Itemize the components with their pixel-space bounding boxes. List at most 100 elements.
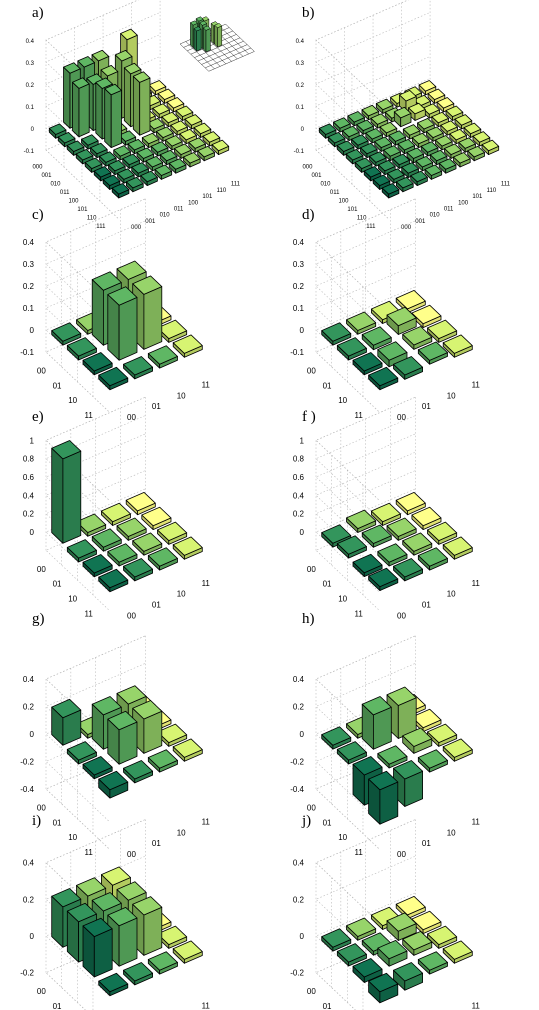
floor-tile [57, 131, 76, 148]
bar-top-face [402, 124, 421, 136]
floor-tile [336, 741, 367, 765]
bar-front-face [139, 77, 151, 136]
bar-top-face [156, 126, 174, 139]
bar-top-face [101, 502, 131, 523]
floor-tile [392, 153, 410, 169]
inset-bar-front-face [205, 28, 211, 53]
bar-top-face [157, 319, 188, 340]
bar-top-face [388, 130, 407, 142]
grid-z-line [315, 78, 431, 197]
floor-tile [369, 151, 387, 167]
floor-tile [418, 80, 437, 96]
bar-left-face [91, 279, 104, 346]
z-tick-label: 0.4 [296, 39, 305, 45]
bar-top-face [438, 158, 457, 170]
col-tick-label: 10 [447, 391, 456, 400]
z-tick-label: 0.2 [23, 510, 35, 519]
bar-top-face [150, 141, 169, 153]
bar-top-face [417, 341, 448, 361]
bar-top-face [429, 149, 448, 162]
bar-top-face [377, 745, 408, 765]
bar-top-face [467, 145, 485, 158]
bar-top-face [123, 62, 142, 75]
bar-top-face [179, 128, 197, 141]
inset-bar-top-face [195, 16, 204, 22]
panel-letter: g) [32, 611, 45, 627]
col-tick-label: 00 [397, 850, 406, 859]
bar [408, 102, 426, 121]
bar-top-face [100, 65, 119, 77]
panel-0: 0.40.30.20.10-0.100000101001110010111011… [24, 0, 255, 231]
z-tick-label: 0 [301, 127, 305, 133]
bar-top-face [66, 539, 97, 559]
row-tick-label: 111 [96, 224, 106, 230]
floor-tile [166, 97, 185, 113]
z-tick-label: 0.2 [23, 703, 35, 712]
bar-left-face [51, 447, 64, 544]
bar [352, 553, 383, 577]
bar [386, 306, 417, 335]
bar-top-face [327, 131, 346, 144]
bar-top-face [453, 152, 471, 164]
bar-top-face [374, 136, 392, 149]
z-tick-label: 0.4 [23, 859, 35, 868]
z-tick-label: -0.4 [20, 785, 34, 794]
col-tick-label: 01 [422, 601, 431, 610]
bar [132, 71, 151, 136]
z-tick-label: -0.2 [20, 758, 34, 767]
bar-top-face [427, 925, 458, 945]
bar-top-face [48, 123, 67, 135]
bar-top-face [402, 931, 433, 951]
bar-top-face [386, 912, 417, 932]
bar-top-face [51, 440, 82, 460]
panel-9: 0.40.20-0.20001101100011011j) [290, 813, 480, 1010]
col-tick-label: 01 [422, 839, 431, 848]
z-tick-label: 0.3 [296, 61, 305, 67]
z-tick-label: 0 [30, 528, 35, 537]
z-tick-label: 0.4 [26, 39, 35, 45]
col-tick-label: 10 [177, 590, 186, 599]
bar-top-face [444, 143, 462, 156]
z-tick-label: 0.6 [293, 473, 305, 482]
z-tick-label: 0.4 [293, 859, 305, 868]
bar-top-face [417, 951, 448, 971]
bar-top-face [165, 135, 183, 147]
panel-letter: c) [32, 207, 44, 223]
z-tick-label: -0.1 [290, 348, 304, 357]
bar-top-face [132, 71, 151, 83]
bar-top-face [321, 322, 352, 342]
bar-top-face [166, 97, 185, 109]
col-tick-label: 10 [177, 391, 186, 400]
grid-z-line [45, 0, 139, 109]
inset-bar-top-face [202, 25, 211, 31]
bar-front-face [143, 286, 163, 350]
col-tick-label: 10 [447, 828, 456, 837]
floor-tile [145, 155, 164, 172]
bar-top-face [116, 260, 147, 280]
floor-tile [377, 745, 408, 769]
bar-top-face [449, 128, 467, 141]
floor-tile [347, 111, 365, 127]
bar-top-face [101, 866, 131, 886]
panel-letter: b) [302, 5, 315, 21]
bar-top-face [154, 164, 173, 176]
bar-top-face [98, 366, 129, 387]
col-tick-label: 11 [202, 381, 211, 390]
bar-top-face [91, 892, 122, 912]
panel-letter: a) [32, 5, 44, 21]
bar-top-face [108, 159, 126, 172]
floor-tile [346, 917, 377, 941]
bar-top-face [126, 176, 144, 189]
row-tick-label: 101 [77, 207, 88, 213]
row-tick-label: 10 [338, 833, 347, 842]
floor-tile [388, 130, 407, 146]
row-tick-label: 01 [323, 580, 332, 589]
bar [402, 931, 433, 956]
bar-top-face [117, 168, 135, 180]
bar-top-face [202, 131, 221, 143]
floor-tile [393, 558, 424, 582]
bar-top-face [75, 148, 94, 161]
grid-z-line [315, 819, 416, 923]
